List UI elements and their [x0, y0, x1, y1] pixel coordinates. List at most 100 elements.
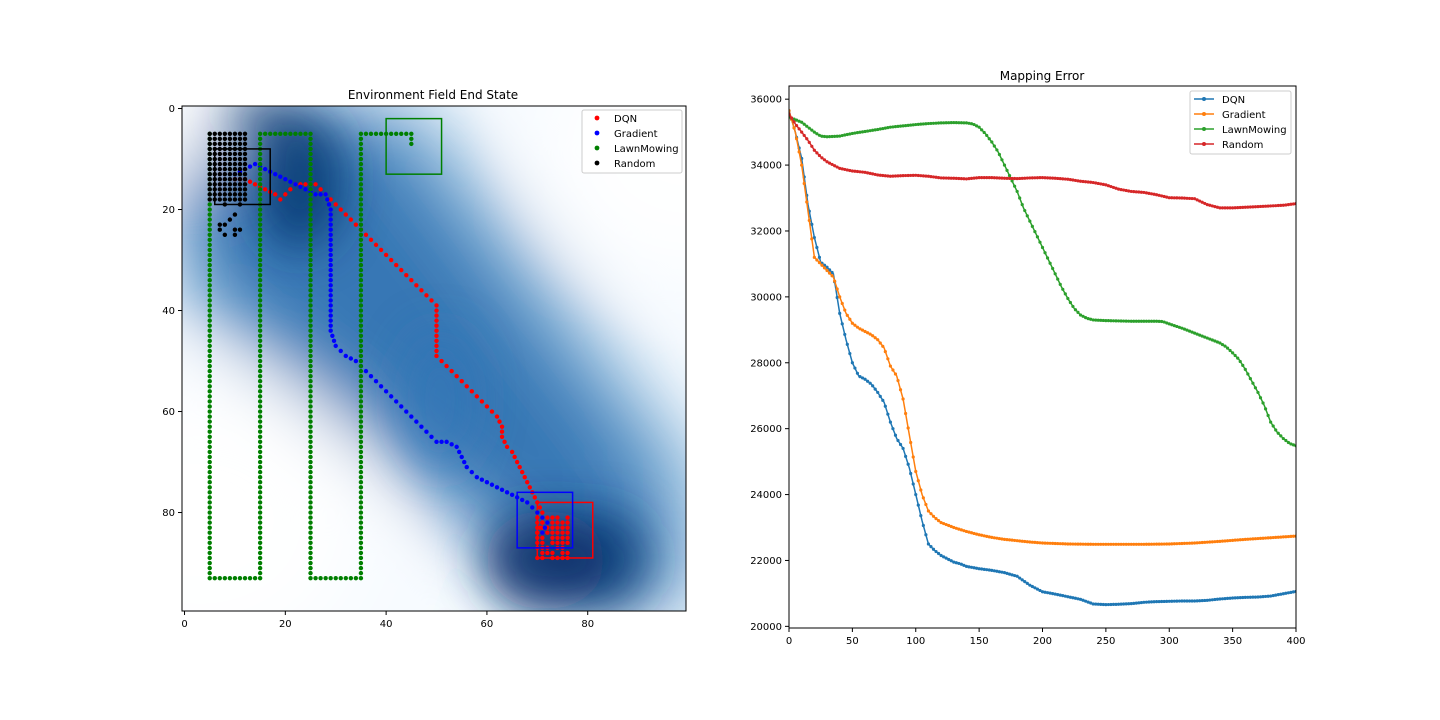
path-point [298, 184, 303, 189]
series-marker [827, 268, 832, 272]
path-point [308, 485, 313, 490]
path-point [479, 399, 485, 404]
path-point [328, 237, 333, 243]
path-point [252, 575, 258, 581]
path-point [308, 575, 313, 581]
path-point [207, 384, 212, 389]
series-marker [825, 135, 829, 139]
series-random [789, 112, 1296, 210]
series-marker [1111, 185, 1116, 190]
path-point [388, 257, 394, 263]
series-marker [921, 523, 925, 528]
path-point [207, 333, 212, 338]
series-marker [1243, 367, 1247, 371]
series-marker [1253, 595, 1258, 599]
series-marker [995, 536, 999, 540]
series-marker [1251, 537, 1255, 541]
series-marker [1195, 198, 1199, 202]
series-marker [817, 255, 822, 259]
series-marker [1073, 596, 1078, 600]
series-marker [1198, 599, 1202, 603]
path-point [257, 510, 263, 515]
path-point [494, 414, 500, 419]
series-marker [898, 388, 903, 392]
path-point [525, 500, 530, 505]
series-marker [1066, 542, 1070, 546]
cluster-point [237, 141, 243, 147]
series-marker [1190, 541, 1194, 545]
y-tick-label: 40 [162, 306, 175, 317]
path-point [257, 348, 263, 354]
series-marker [797, 127, 801, 131]
series-marker [997, 152, 1002, 157]
path-point [502, 439, 507, 445]
series-marker [1053, 592, 1057, 596]
series-marker [1040, 175, 1045, 180]
series-marker [1263, 204, 1268, 208]
series-marker [1056, 541, 1060, 546]
series-marker [1276, 203, 1280, 208]
series-marker [1223, 344, 1227, 348]
path-point [540, 510, 545, 515]
series-marker [1160, 194, 1164, 198]
path-point [207, 257, 212, 263]
series-marker [1081, 179, 1085, 184]
path-point [257, 192, 263, 197]
series-marker [817, 261, 822, 265]
path-point [257, 232, 263, 237]
path-point [283, 131, 288, 136]
path-point [489, 409, 495, 414]
series-marker [980, 533, 984, 537]
series-marker [1124, 542, 1128, 546]
cluster-point [227, 141, 233, 147]
path-point [257, 449, 263, 455]
series-marker [969, 122, 974, 126]
series-marker [987, 175, 991, 180]
cluster-point [555, 520, 560, 525]
path-point [207, 363, 212, 369]
cluster-point [242, 136, 248, 142]
series-marker [1271, 424, 1275, 428]
path-point [207, 480, 212, 485]
path-point [217, 575, 222, 581]
series-marker [812, 255, 816, 259]
path-point [257, 480, 263, 485]
series-marker [990, 140, 994, 144]
series-marker [800, 130, 804, 134]
series-marker [936, 518, 941, 523]
series-marker [840, 133, 844, 138]
path-point [207, 505, 212, 510]
path-point [434, 333, 439, 338]
cluster-point [227, 217, 233, 222]
series-marker [898, 174, 903, 178]
path-point [257, 474, 263, 480]
cluster-point [237, 177, 243, 182]
series-marker [838, 134, 842, 138]
series-marker [1220, 597, 1225, 601]
y-tick-label: 24000 [750, 490, 782, 501]
path-point [278, 174, 283, 179]
series-marker [858, 375, 862, 379]
series-marker [916, 503, 920, 507]
series-marker [1048, 261, 1052, 265]
path-point [358, 500, 364, 505]
series-marker [911, 455, 915, 459]
cluster-point [560, 535, 565, 540]
series-marker [830, 134, 834, 139]
series-marker [1002, 571, 1007, 575]
series-marker [1147, 191, 1151, 195]
series-marker [1152, 600, 1156, 604]
path-point [497, 419, 502, 424]
path-point [424, 293, 429, 298]
cluster-point [212, 141, 217, 147]
series-marker [1116, 602, 1121, 606]
series-marker [1291, 443, 1296, 447]
path-point [434, 308, 439, 313]
path-point [338, 575, 343, 581]
series-marker [855, 371, 860, 375]
series-marker [886, 126, 890, 130]
series-marker [926, 174, 931, 178]
path-point [268, 131, 273, 136]
path-point [308, 293, 313, 298]
series-marker [853, 131, 857, 135]
